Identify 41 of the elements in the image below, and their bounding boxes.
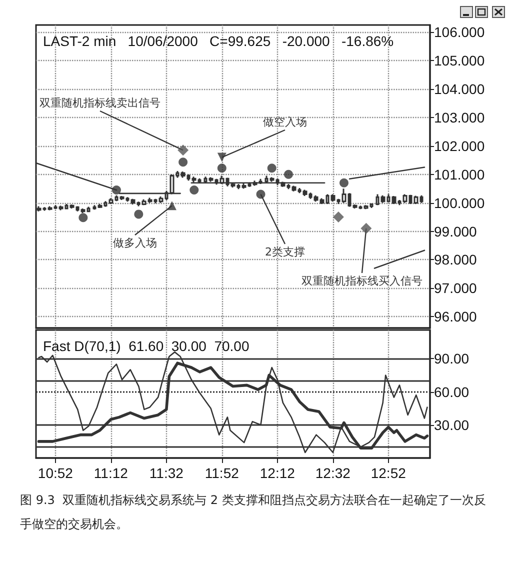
point — [178, 144, 189, 156]
x-tick-label: 11:12 — [94, 465, 128, 481]
y-tick-label: 106.000 — [434, 24, 485, 40]
point — [190, 186, 199, 195]
y-tick-label: 101.000 — [434, 166, 485, 182]
y-tick-label: 97.000 — [434, 280, 478, 296]
x-tick-label: 12:52 — [370, 465, 406, 481]
annotation: 做多入场 — [113, 236, 157, 250]
y-tick-label: 90.00 — [434, 350, 470, 367]
point — [284, 170, 293, 179]
x-tick-label: 11:32 — [149, 465, 184, 481]
y-tick-label: 30.00 — [434, 416, 470, 433]
x-tick-label: 12:12 — [260, 465, 296, 481]
y-tick-label: 104.000 — [434, 81, 485, 98]
point — [267, 164, 276, 173]
point — [360, 222, 372, 234]
y-tick-label: 103.000 — [434, 109, 485, 126]
annotation: 双重随机指标线卖出信号 — [40, 96, 160, 110]
x-tick-label: 11:52 — [204, 465, 240, 481]
point — [217, 164, 226, 173]
y-tick-label: 60.00 — [434, 384, 470, 400]
caption: 图 9.3 双重随机指标线交易系统与 2 类支撑和阻挡点交易方法联合在一起确定了一次反手做空的交易机会。 — [20, 493, 486, 531]
point — [217, 152, 226, 162]
x-tick-label: 10:52 — [38, 465, 74, 481]
y-tick-label: 102.000 — [434, 138, 485, 154]
point — [178, 158, 188, 167]
annotation: 双重随机指标线买入信号 — [302, 274, 422, 288]
y-tick-label: 96.000 — [434, 308, 478, 325]
x-tick-label: 12:32 — [315, 465, 351, 481]
point — [256, 190, 266, 199]
y-tick-label: 98.000 — [434, 252, 478, 268]
point — [78, 213, 88, 222]
text: Fast D(70,1) 61.60 30.00 70.00 — [43, 338, 250, 354]
point — [167, 201, 176, 210]
point — [134, 210, 144, 219]
y-tick-label: 99.000 — [434, 223, 478, 240]
y-tick-label: 105.000 — [434, 52, 485, 69]
point — [332, 212, 344, 223]
point — [339, 178, 348, 188]
text: LAST-2 min 10/06/2000 C=99.625 -20.000 -16.86% — [43, 33, 394, 49]
y-tick-label: 100.000 — [434, 194, 485, 211]
